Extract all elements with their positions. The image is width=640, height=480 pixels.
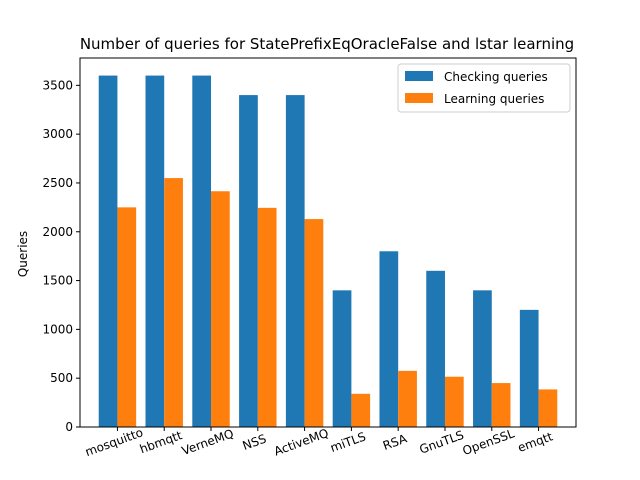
y-ticks-group: 0 500 1000 1500 2000 2500 3000 3500: [42, 78, 80, 434]
bar-learning-mosquitto: [117, 207, 137, 427]
bar-learning-rsa: [398, 370, 417, 427]
legend-label-checking: Checking queries: [444, 70, 548, 84]
legend-box: [397, 63, 571, 113]
y-tick-label: 3500: [42, 78, 73, 92]
bar-learning-mitls: [351, 393, 371, 427]
x-tick-label-rsa: RSA: [381, 431, 409, 453]
axes-group: [79, 57, 577, 428]
bar-learning-gnutls: [444, 376, 464, 427]
bar-learning-vernemq: [211, 191, 230, 427]
y-tick-label: 1000: [42, 322, 73, 336]
bar-checking-nss: [239, 95, 258, 427]
x-tick-label-emqtt: emqtt: [516, 429, 555, 455]
chart-title: Number of queries for StatePrefixEqOracl…: [80, 35, 574, 53]
bar-checking-gnutls: [426, 270, 445, 427]
bar-learning-activemq: [304, 219, 324, 427]
legend-swatch-learning: [405, 93, 433, 103]
y-axis-label: Queries: [16, 231, 30, 277]
plot-frame: [79, 57, 577, 428]
x-tick-label-mosquitto: mosquitto: [83, 425, 145, 459]
y-tick-label: 1500: [42, 274, 73, 288]
bar-checking-vernemq: [192, 75, 212, 428]
bar-learning-openssl: [491, 383, 511, 427]
bar-checking-hbmqtt: [145, 75, 165, 428]
legend: Checking queries Learning queries: [397, 63, 571, 113]
y-tick-label: 500: [50, 371, 73, 385]
bar-checking-mosquitto: [98, 75, 118, 428]
bar-checking-mitls: [332, 290, 352, 427]
x-tick-label-nss: NSS: [241, 432, 269, 453]
y-tick-label: 2500: [42, 176, 73, 190]
legend-label-learning: Learning queries: [444, 92, 544, 106]
x-tick-label-openssl: OpenSSL: [461, 426, 517, 458]
y-tick-label: 3000: [42, 127, 73, 141]
bar-checking-activemq: [285, 95, 305, 427]
x-tick-label-hbmqtt: hbmqtt: [138, 428, 184, 456]
x-tick-label-gnutls: GnuTLS: [418, 428, 466, 457]
bar-learning-hbmqtt: [164, 178, 183, 427]
x-tick-label-vernemq: VerneMQ: [180, 426, 236, 458]
bars-group: [98, 75, 558, 428]
bar-checking-rsa: [379, 251, 399, 427]
bar-learning-nss: [257, 207, 277, 427]
bar-checking-openssl: [473, 290, 492, 427]
y-tick-label: 2000: [42, 225, 73, 239]
y-tick-label: 0: [65, 420, 73, 434]
x-tick-label-mitls: miTLS: [328, 429, 367, 455]
legend-swatch-checking: [405, 71, 433, 81]
bar-checking-emqtt: [519, 309, 539, 427]
x-tick-label-activemq: ActiveMQ: [272, 426, 330, 459]
bar-learning-emqtt: [538, 389, 558, 427]
